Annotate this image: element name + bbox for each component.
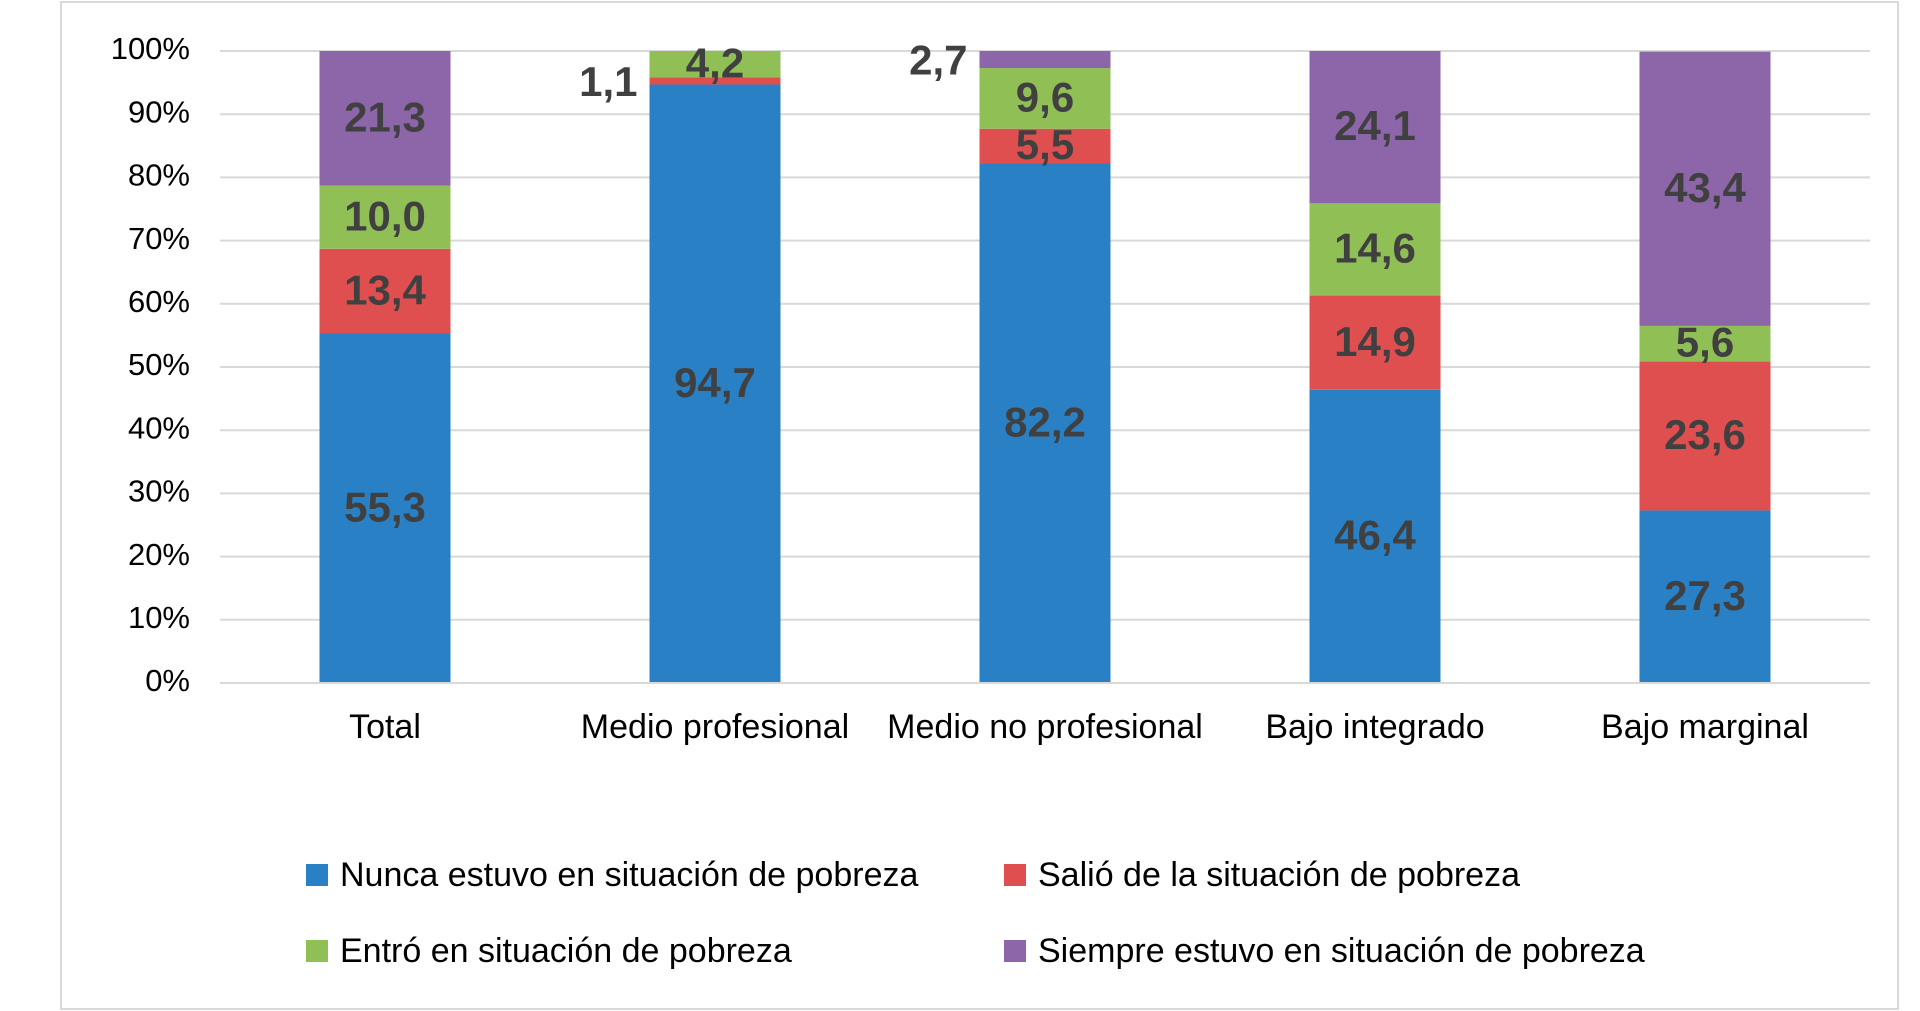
value-label: 21,3 xyxy=(344,93,426,140)
value-label: 9,6 xyxy=(1016,73,1074,120)
y-tick-label: 80% xyxy=(128,158,190,193)
bar-segment xyxy=(1639,361,1771,511)
y-tick-label: 20% xyxy=(128,537,190,572)
x-tick-label: Bajo integrado xyxy=(1265,708,1485,746)
value-label: 27,3 xyxy=(1664,572,1746,619)
y-tick-label: 10% xyxy=(128,600,190,635)
y-tick-label: 100% xyxy=(111,31,190,66)
bar-segment xyxy=(1309,295,1441,390)
y-tick-label: 40% xyxy=(128,410,190,445)
y-tick-label: 0% xyxy=(145,663,190,698)
bar-segment xyxy=(649,51,781,78)
value-label: 14,9 xyxy=(1334,318,1416,365)
value-label: 14,6 xyxy=(1334,225,1416,272)
x-tick-label: Medio profesional xyxy=(580,708,850,746)
x-tick-label: Total xyxy=(349,708,421,746)
legend-swatch xyxy=(1004,940,1026,962)
bar-segment xyxy=(1639,325,1771,362)
bar-segment xyxy=(319,185,451,249)
value-label: 1,1 xyxy=(579,58,637,105)
value-label: 10,0 xyxy=(344,192,426,239)
x-tick-label: Bajo marginal xyxy=(1601,708,1809,746)
value-label: 23,6 xyxy=(1664,411,1746,458)
bar-segment xyxy=(319,51,451,186)
value-label: 5,6 xyxy=(1676,319,1734,366)
value-label: 24,1 xyxy=(1334,102,1416,149)
chart-frame xyxy=(60,1,1899,1010)
y-tick-label: 50% xyxy=(128,347,190,382)
legend-swatch xyxy=(306,940,328,962)
legend-label: Nunca estuvo en situación de pobreza xyxy=(340,856,918,894)
legend-label: Salió de la situación de pobreza xyxy=(1038,856,1520,894)
bar-segment xyxy=(979,51,1111,69)
y-tick-label: 90% xyxy=(128,94,190,129)
bar-segment xyxy=(319,333,451,683)
bar-segment xyxy=(319,248,451,334)
value-label: 2,7 xyxy=(909,37,967,84)
x-tick-label: Medio no profesional xyxy=(887,708,1203,746)
bar-segment xyxy=(979,68,1111,129)
y-tick-label: 70% xyxy=(128,221,190,256)
bar-segment xyxy=(1639,51,1771,326)
y-tick-label: 60% xyxy=(128,284,190,319)
bar-segment xyxy=(1309,389,1441,683)
legend-swatch xyxy=(1004,864,1026,886)
bar-segment xyxy=(1309,51,1441,204)
value-label: 46,4 xyxy=(1334,511,1416,558)
value-label: 43,4 xyxy=(1664,164,1746,211)
value-label: 94,7 xyxy=(674,359,756,406)
bar-segment xyxy=(979,128,1111,164)
bar-segment xyxy=(649,77,781,85)
legend-label: Entró en situación de pobreza xyxy=(340,932,792,970)
bar-segment xyxy=(1639,510,1771,683)
bar-segment xyxy=(649,84,781,684)
value-label: 13,4 xyxy=(344,266,426,313)
legend-label: Siempre estuvo en situación de pobreza xyxy=(1038,932,1645,970)
value-label: 4,2 xyxy=(686,39,744,86)
value-label: 5,5 xyxy=(1016,121,1074,168)
legend-swatch xyxy=(306,864,328,886)
y-tick-label: 30% xyxy=(128,474,190,509)
bar-segment xyxy=(979,163,1111,684)
bar-segment xyxy=(1309,203,1441,296)
value-label: 82,2 xyxy=(1004,398,1086,445)
value-label: 55,3 xyxy=(344,483,426,530)
